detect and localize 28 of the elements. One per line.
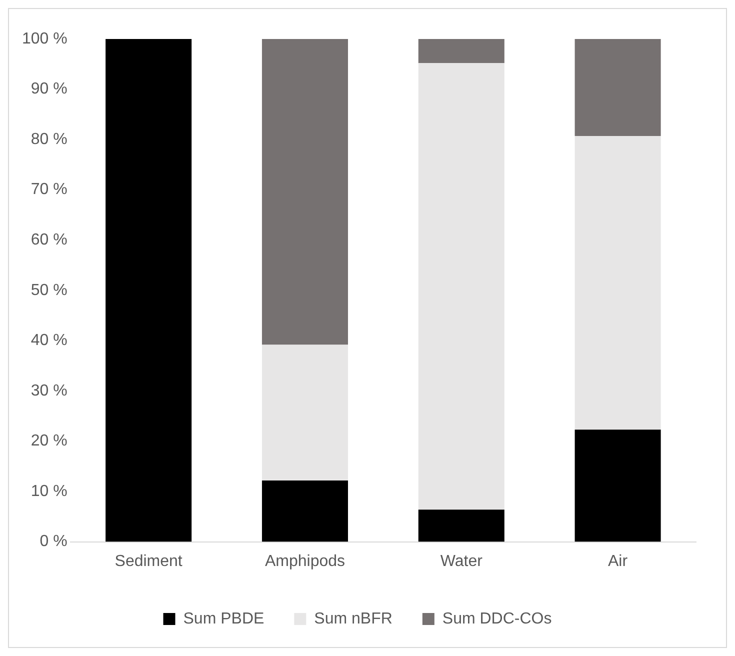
y-tick-label: 90 % [30,80,68,98]
bar [418,39,504,64]
y-tick-label: 100 % [22,30,68,48]
y-tick-label: 80 % [30,130,68,148]
y-tick-label: 20 % [30,432,68,450]
y-tick-label: 30 % [30,382,68,400]
x-tick-label: Water [440,552,484,570]
x-tick-label: Air [608,552,628,570]
legend-label: Sum nBFR [314,610,392,628]
y-tick-label: 50 % [30,282,68,299]
x-tick-label: Amphipods [264,552,346,570]
legend-label: Sum DDC-COs [442,610,552,628]
bar [574,39,661,136]
legend-label: Sum PBDE [183,610,264,628]
bar [262,344,348,480]
x-tick-label: Sediment [114,552,183,570]
bar [418,63,504,510]
bar [574,430,661,542]
bar [262,480,348,542]
bar [106,39,192,542]
y-tick-label: 10 % [30,482,68,500]
y-tick-label: 60 % [30,232,68,249]
bar [418,510,504,542]
bar [262,39,348,345]
y-tick-label: 0 % [40,533,68,550]
bar [574,136,661,430]
y-tick-label: 40 % [30,332,68,350]
y-tick-label: 70 % [30,181,68,198]
